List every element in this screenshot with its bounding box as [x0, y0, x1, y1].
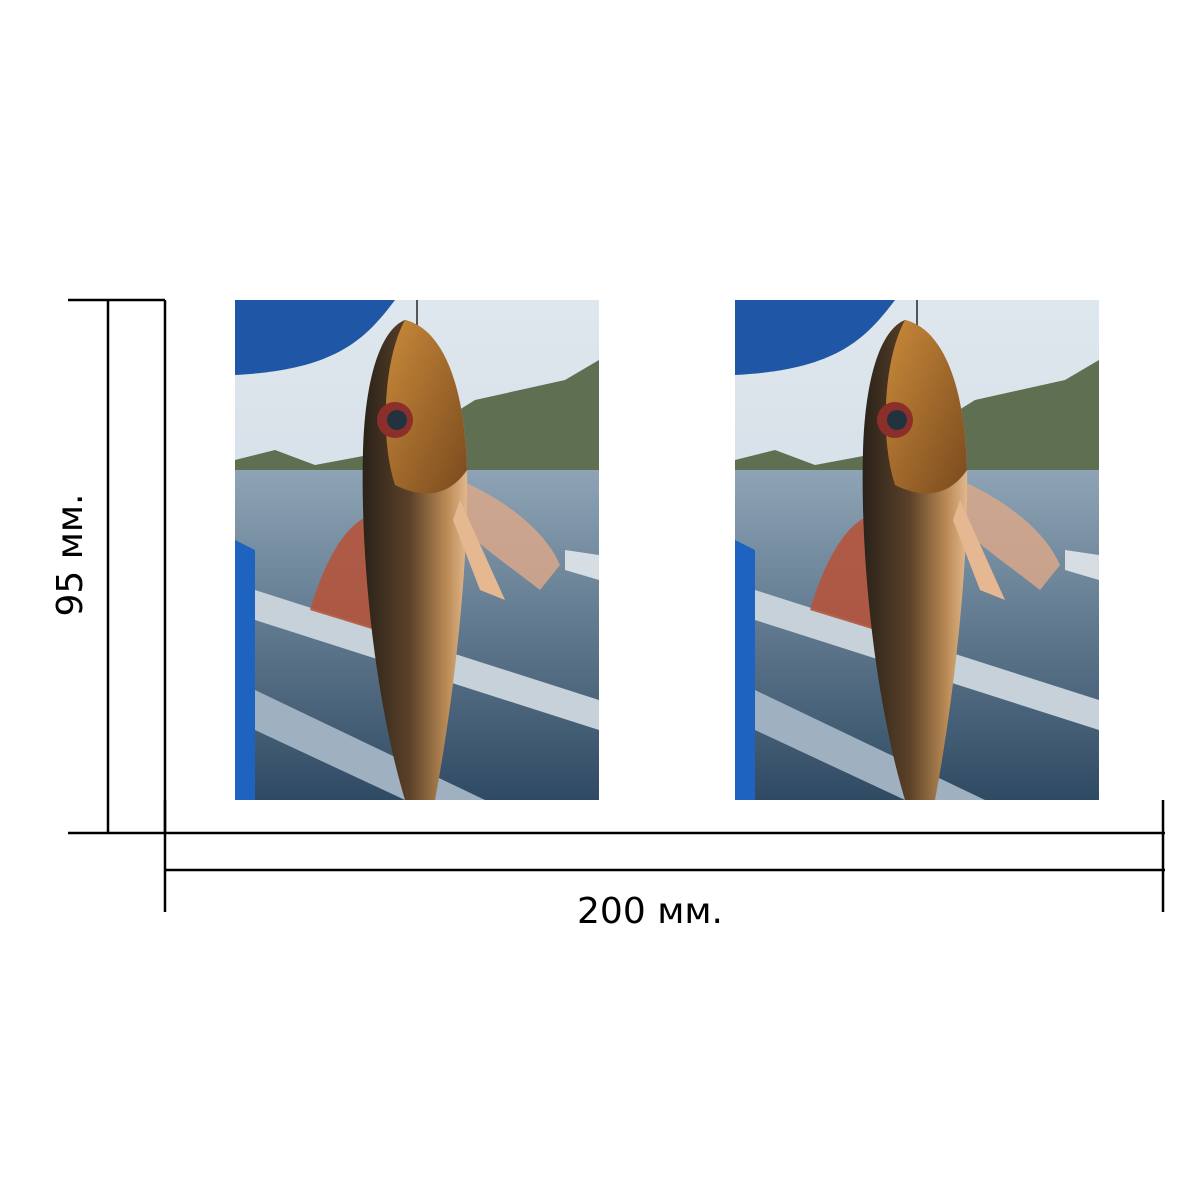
- height-label: 95 мм.: [50, 493, 91, 616]
- product-photo: [235, 300, 599, 800]
- width-label: 200 мм.: [577, 891, 723, 932]
- product-photo: [735, 300, 1099, 800]
- height-dimension: 95 мм.: [50, 298, 167, 835]
- width-dimension: 200 мм.: [163, 800, 1165, 932]
